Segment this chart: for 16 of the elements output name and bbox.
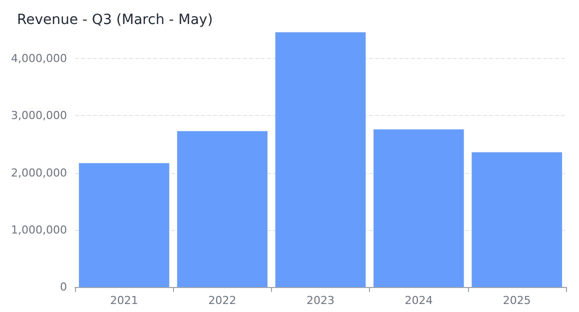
y-tick-label: 0	[60, 280, 67, 294]
bar	[275, 32, 366, 287]
x-tick-label: 2025	[502, 294, 531, 307]
bar	[177, 131, 268, 287]
y-tick-label: 2,000,000	[11, 166, 67, 180]
y-tick-label: 4,000,000	[11, 52, 67, 66]
bar	[374, 129, 464, 287]
x-tick-label: 2024	[404, 294, 433, 307]
bar	[472, 152, 562, 287]
x-tick-label: 2022	[208, 294, 236, 307]
x-tick-label: 2021	[110, 294, 138, 307]
bar	[78, 163, 170, 287]
y-tick-label: 3,000,000	[11, 109, 67, 122]
y-tick-label: 1,000,000	[11, 223, 67, 236]
chart-title: Revenue - Q3 (March - May)	[17, 12, 213, 28]
x-tick-label: 2023	[306, 294, 334, 307]
